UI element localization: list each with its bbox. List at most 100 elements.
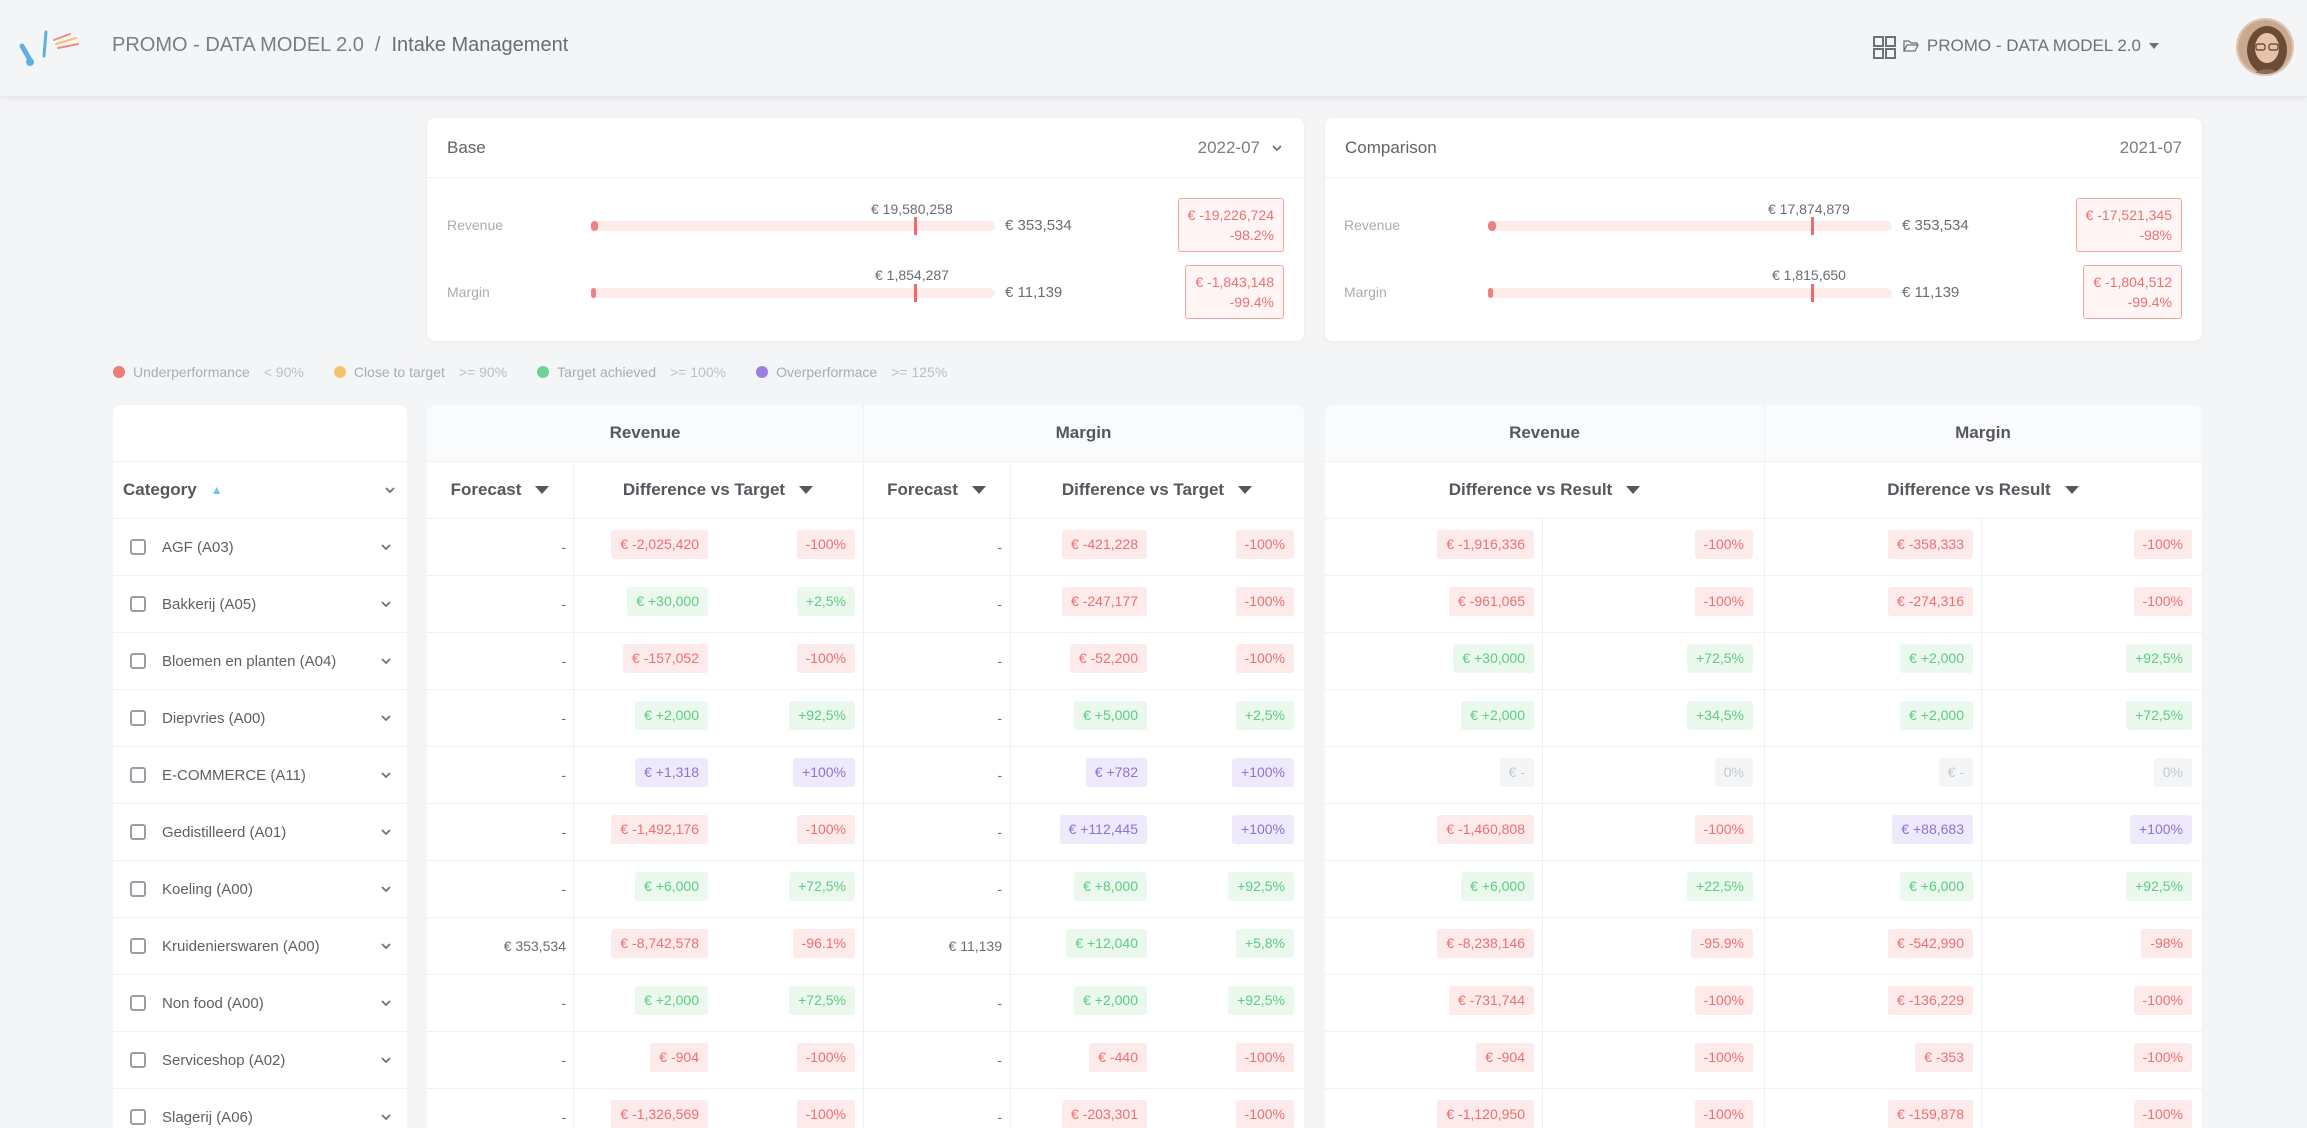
chevron-down-icon[interactable]: [379, 654, 393, 668]
margin-result-diff-cell: € -: [1938, 758, 1973, 787]
row-checkbox[interactable]: [130, 767, 146, 783]
caret-down-icon[interactable]: [971, 486, 986, 494]
caret-down-icon[interactable]: [2064, 486, 2079, 494]
category-row[interactable]: Bloemen en planten (A04): [113, 633, 407, 690]
base-margin-target-marker: [914, 284, 917, 302]
row-checkbox[interactable]: [130, 824, 146, 840]
category-row[interactable]: Gedistilleerd (A01): [113, 804, 407, 861]
revenue-forecast-cell: -: [561, 767, 566, 783]
category-row[interactable]: Serviceshop (A02): [113, 1032, 407, 1089]
breadcrumb-separator: /: [374, 34, 381, 56]
revenue-result-diff-cell: € -904: [1476, 1043, 1534, 1072]
chevron-down-icon[interactable]: [379, 597, 393, 611]
category-name: Gedistilleerd (A01): [162, 823, 287, 841]
column-label: Forecast: [887, 480, 958, 499]
chevron-down-icon[interactable]: [379, 996, 393, 1010]
table-row: € -1,916,336 -100% € -358,333 -100%: [1325, 519, 2202, 576]
comparison-margin-diff-header[interactable]: Difference vs Result: [1764, 461, 2202, 519]
table-row: - € -1,492,176 -100% - € +112,445 +100%: [427, 804, 1304, 861]
base-period-select[interactable]: 2022-07: [1198, 138, 1284, 158]
chevron-down-icon[interactable]: [379, 882, 393, 896]
chevron-down-icon[interactable]: [379, 939, 393, 953]
project-selector[interactable]: PROMO - DATA MODEL 2.0: [1902, 36, 2159, 56]
base-margin-diff-header[interactable]: Difference vs Target: [1010, 461, 1304, 519]
margin-result-diff-cell: € -353: [1915, 1043, 1973, 1072]
margin-diff-pct-cell: +92,5%: [1228, 986, 1294, 1015]
apps-grid-icon[interactable]: [1873, 36, 1896, 59]
category-row[interactable]: Slagerij (A06): [113, 1089, 407, 1128]
chevron-down-icon[interactable]: [379, 768, 393, 782]
category-row[interactable]: Koeling (A00): [113, 861, 407, 918]
base-revenue-forecast-header[interactable]: Forecast: [427, 461, 573, 519]
category-row[interactable]: Diepvries (A00): [113, 690, 407, 747]
row-checkbox[interactable]: [130, 1052, 146, 1068]
breadcrumb-root[interactable]: PROMO - DATA MODEL 2.0: [112, 34, 364, 56]
revenue-result-diff-cell: € +2,000: [1461, 701, 1534, 730]
revenue-diff-pct-cell: -100%: [796, 530, 855, 559]
caret-down-icon[interactable]: [1626, 486, 1641, 494]
margin-forecast-cell: -: [997, 995, 1002, 1011]
comparison-revenue-bar-fill: [1488, 221, 1497, 231]
base-revenue-bar-fill: [591, 221, 599, 231]
row-checkbox[interactable]: [130, 938, 146, 954]
category-name: E-COMMERCE (A11): [162, 766, 306, 784]
divider: [1542, 519, 1543, 1128]
row-checkbox[interactable]: [130, 995, 146, 1011]
chevron-down-icon[interactable]: [379, 711, 393, 725]
chevron-down-icon[interactable]: [379, 1110, 393, 1124]
margin-diff-cell: € +112,445: [1059, 815, 1147, 844]
legend-item: Close to target >= 90%: [333, 364, 507, 380]
margin-result-diff-cell: € -542,990: [1888, 929, 1973, 958]
legend-threshold: >= 100%: [670, 364, 727, 380]
revenue-diff-pct-cell: -100%: [796, 815, 855, 844]
chevron-down-icon[interactable]: [383, 483, 397, 497]
caret-down-icon[interactable]: [799, 486, 814, 494]
caret-down-icon[interactable]: [1238, 486, 1253, 494]
chevron-down-icon[interactable]: [379, 540, 393, 554]
chevron-down-icon[interactable]: [379, 825, 393, 839]
category-name: Slagerij (A06): [162, 1108, 253, 1126]
revenue-result-diff-pct-cell: -100%: [1694, 587, 1753, 616]
margin-forecast-cell: € 11,139: [948, 938, 1002, 954]
comparison-revenue-label: Revenue: [1344, 217, 1401, 233]
legend-dot: [756, 366, 769, 378]
app-logo[interactable]: [18, 26, 84, 70]
chevron-down-icon[interactable]: [379, 1053, 393, 1067]
row-checkbox[interactable]: [130, 710, 146, 726]
comparison-revenue-group-header: Revenue: [1325, 405, 1764, 461]
row-checkbox[interactable]: [130, 653, 146, 669]
revenue-result-diff-pct-cell: -100%: [1694, 530, 1753, 559]
margin-result-diff-pct-cell: -100%: [2133, 1100, 2192, 1128]
revenue-diff-cell: € -1,326,569: [611, 1100, 708, 1128]
margin-result-diff-cell: € +6,000: [1900, 872, 1973, 901]
revenue-forecast-cell: -: [561, 995, 566, 1011]
category-row[interactable]: Bakkerij (A05): [113, 576, 407, 633]
category-row[interactable]: Non food (A00): [113, 975, 407, 1032]
comparison-revenue-diff-header[interactable]: Difference vs Result: [1325, 461, 1764, 519]
user-avatar[interactable]: [2236, 18, 2294, 76]
table-row: € 353,534 € -8,742,578 -96.1% € 11,139 € +12…: [427, 918, 1304, 975]
legend-label: Target achieved: [557, 364, 656, 380]
row-checkbox[interactable]: [130, 596, 146, 612]
base-margin-forecast-header[interactable]: Forecast: [863, 461, 1010, 519]
margin-diff-pct-cell: -100%: [1235, 530, 1294, 559]
revenue-diff-cell: € -1,492,176: [611, 815, 708, 844]
base-revenue-target: € 19,580,258: [871, 201, 953, 217]
category-row[interactable]: Kruidenierswaren (A00): [113, 918, 407, 975]
margin-result-diff-pct-cell: +72,5%: [2126, 701, 2192, 730]
row-checkbox[interactable]: [130, 1109, 146, 1125]
margin-diff-pct-cell: +92,5%: [1228, 872, 1294, 901]
base-revenue-diff-header[interactable]: Difference vs Target: [573, 461, 863, 519]
revenue-result-diff-pct-cell: -95.9%: [1690, 929, 1753, 958]
category-header[interactable]: Category ▲: [113, 461, 407, 519]
chevron-down-icon: [1272, 144, 1282, 151]
column-label: Forecast: [450, 480, 522, 499]
row-checkbox[interactable]: [130, 881, 146, 897]
row-checkbox[interactable]: [130, 539, 146, 555]
category-row[interactable]: AGF (A03): [113, 519, 407, 576]
base-revenue-group-header: Revenue: [427, 405, 863, 461]
sort-ascending-icon[interactable]: ▲: [210, 483, 223, 497]
caret-down-icon[interactable]: [535, 486, 550, 494]
category-row[interactable]: E-COMMERCE (A11): [113, 747, 407, 804]
table-row: € +6,000 +22,5% € +6,000 +92,5%: [1325, 861, 2202, 918]
